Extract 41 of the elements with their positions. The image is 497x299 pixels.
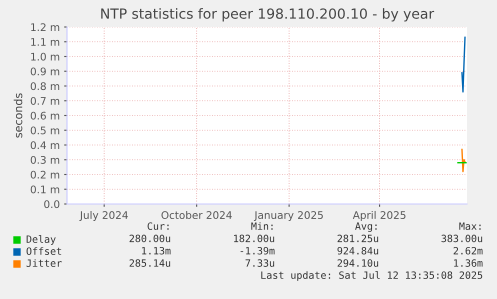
x-tick-label: April 2025: [352, 210, 406, 222]
y-tick-label: 0.9 m: [30, 67, 60, 76]
text: 281.25u: [338, 234, 378, 242]
text: -1.39m: [240, 246, 275, 255]
y-tick-label: 1.2 m: [31, 23, 60, 31]
x-tick-label: January 2025: [254, 211, 323, 222]
chart-title: NTP statistics for peer 198.110.200.10 - by year: [101, 8, 434, 22]
y-tick-label: 0.0: [44, 200, 60, 208]
y-tick-label: 0.4 m: [30, 141, 60, 150]
y-tick-label: 1.1 m: [31, 38, 60, 46]
y-tick-label: 0.5 m: [30, 126, 60, 134]
y-tick-label: 1.0 m: [31, 52, 60, 61]
text: 383.00u: [442, 234, 482, 242]
text: Avg:: [355, 222, 377, 232]
text: 294.10u: [338, 259, 378, 267]
y-tick-label: 0.2 m: [30, 170, 60, 179]
text: Cur:: [148, 222, 169, 230]
y-tick-label: 0.6 m: [30, 112, 60, 120]
y-tick-label: 0.1 m: [30, 185, 60, 194]
text: Min:: [251, 222, 273, 230]
line-series: [461, 36, 466, 93]
legend-label: Offset: [26, 247, 62, 255]
text: 7.33u: [246, 259, 274, 267]
text: Max:: [459, 222, 481, 230]
text: 2.62m: [454, 246, 483, 255]
text: 280.00u: [130, 234, 170, 242]
text: 924.84u: [337, 246, 378, 255]
x-tick-label: July 2024: [79, 210, 128, 222]
text: 182.00u: [234, 234, 274, 242]
legend-label: Delay: [26, 235, 56, 245]
y-tick-label: 0.8 m: [30, 82, 60, 90]
text: 1.13m: [142, 246, 171, 255]
x-tick-label: October 2024: [161, 210, 232, 220]
text: 1.36m: [454, 259, 483, 267]
y-tick-label: 0.3 m: [30, 156, 60, 164]
y-tick-label: 0.7 m: [30, 96, 60, 105]
y-axis-title: seconds: [14, 93, 22, 138]
text: 285.14u: [130, 259, 170, 267]
legend-label: Jitter: [26, 259, 62, 267]
line-series: [461, 148, 466, 172]
text: Last update: Sat Jul 12 13:35:08 2025: [261, 271, 482, 281]
